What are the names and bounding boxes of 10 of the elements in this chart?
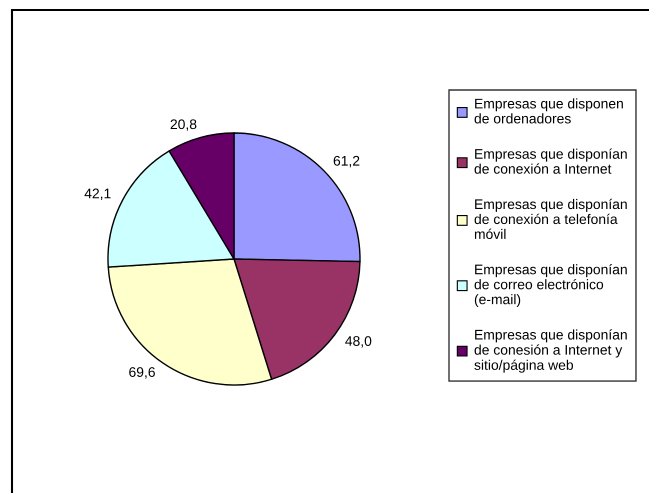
- legend-label: Empresas que disponían de conesión a Internet y sitio/página web: [474, 329, 627, 373]
- data-label: 20,8: [170, 119, 196, 131]
- legend-label: Empresas que disponían de conexión a telefonía móvil: [474, 198, 627, 240]
- data-label: 69,6: [129, 367, 155, 379]
- legend-label: Empresas que disponían de conexión a Internet: [474, 148, 627, 174]
- data-label: 61,2: [334, 156, 360, 168]
- legend-label: Empresas que disponían de correo electrónico (e-mail): [474, 264, 627, 308]
- data-label: 42,1: [84, 188, 111, 200]
- data-label: 48,0: [345, 336, 372, 348]
- legend-label: Empresas que disponen de ordenadores: [474, 98, 623, 124]
